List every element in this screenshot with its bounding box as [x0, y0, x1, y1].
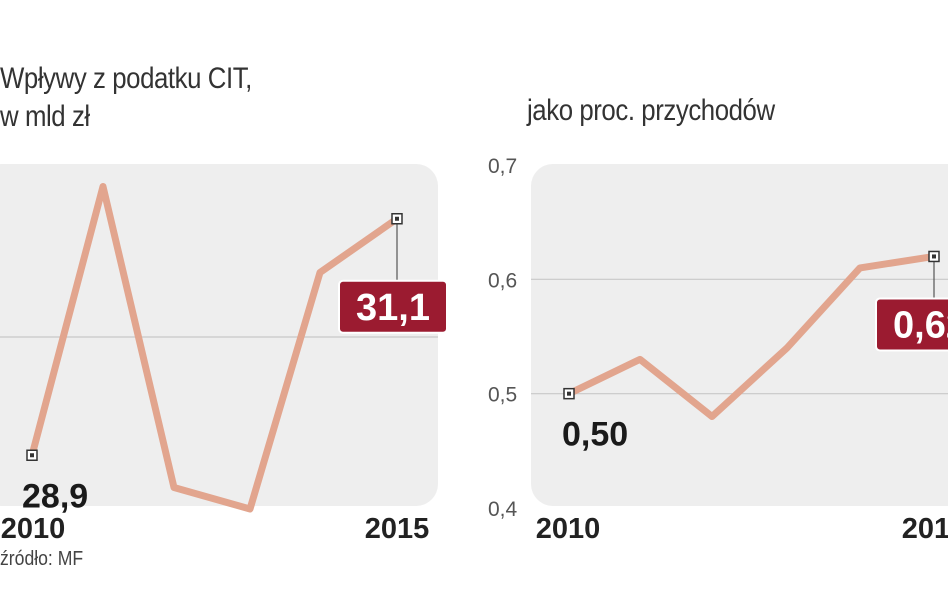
chart2-series-line — [565, 252, 938, 421]
chart2-panel — [531, 164, 948, 506]
y-tick-label: 0,5 — [488, 384, 517, 407]
x-tick-label: 2015 — [365, 513, 430, 545]
y-tick-label: 0,6 — [488, 269, 517, 292]
y-tick-label: 0,4 — [488, 498, 518, 521]
highlight-label-box — [338, 279, 448, 334]
data-point-marker-dot — [30, 453, 34, 458]
y-tick-label: 0,7 — [488, 155, 517, 178]
chart1-title-line1: Wpływy z podatku CIT, — [0, 62, 252, 95]
x-tick-label: 2010 — [1, 513, 66, 545]
x-tick-label: 2015 — [902, 513, 948, 545]
highlight-value-label: 0,62 — [893, 304, 948, 346]
data-point-marker-dot — [932, 254, 936, 259]
chart2-title: jako proc. przychodów — [527, 94, 775, 127]
source-note: źródło: MF — [0, 548, 84, 570]
value-label: 0,50 — [562, 416, 628, 454]
highlight-label-box — [875, 297, 948, 352]
chart1-title-line2: w mld zł — [0, 100, 90, 133]
chart1-series-line — [28, 183, 401, 513]
data-point-marker-dot — [567, 391, 571, 396]
highlight-value-label: 31,1 — [356, 287, 430, 329]
chart1-panel — [0, 164, 438, 506]
value-label: 28,9 — [22, 477, 88, 515]
data-point-marker-dot — [395, 216, 399, 221]
x-tick-label: 2010 — [536, 513, 601, 545]
